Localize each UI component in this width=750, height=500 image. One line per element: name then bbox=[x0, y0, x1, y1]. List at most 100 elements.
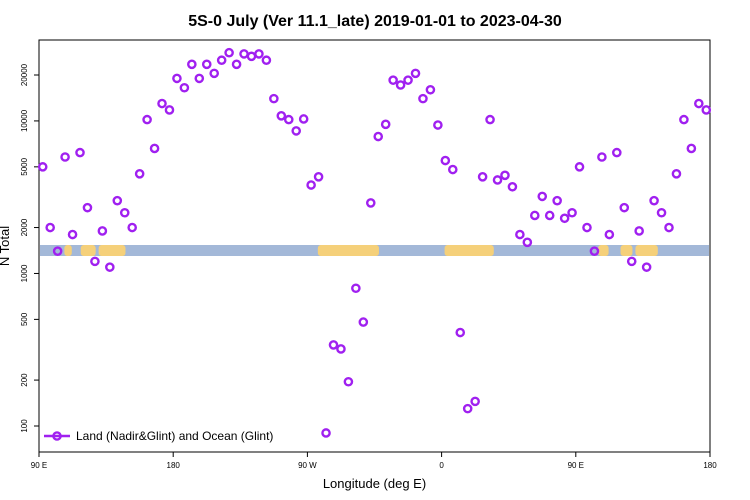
land-segment bbox=[80, 245, 96, 256]
data-point bbox=[537, 191, 548, 202]
data-point bbox=[634, 226, 644, 236]
data-point bbox=[82, 202, 93, 213]
data-point bbox=[343, 376, 354, 387]
land-segment bbox=[64, 245, 72, 256]
data-point bbox=[119, 207, 130, 218]
land-segment bbox=[317, 245, 379, 256]
land-segment bbox=[98, 245, 126, 256]
data-point bbox=[552, 195, 562, 206]
data-point bbox=[291, 126, 302, 136]
x-axis: 90 E 180 90 W 0 90 E 180 bbox=[31, 452, 717, 470]
data-point bbox=[179, 82, 190, 93]
data-point bbox=[582, 222, 592, 233]
chart-title: 5S-0 July (Ver 11.1_late) 2019-01-01 to … bbox=[188, 13, 562, 30]
data-point bbox=[328, 340, 339, 350]
data-point bbox=[641, 262, 652, 272]
data-point bbox=[567, 207, 577, 218]
data-point bbox=[306, 180, 316, 190]
data-point bbox=[664, 222, 674, 233]
x-tick-label: 90 E bbox=[31, 461, 47, 470]
data-point bbox=[60, 152, 70, 162]
data-point bbox=[694, 98, 704, 109]
data-point bbox=[574, 162, 585, 172]
y-tick-label: 200 bbox=[20, 373, 29, 387]
data-point bbox=[433, 120, 443, 130]
data-point bbox=[455, 327, 466, 338]
data-point bbox=[149, 143, 160, 154]
data-point bbox=[209, 68, 220, 79]
x-tick-label: 0 bbox=[439, 461, 444, 470]
data-point bbox=[276, 111, 287, 121]
data-point bbox=[626, 256, 637, 267]
data-point bbox=[201, 59, 212, 70]
x-tick-label: 180 bbox=[167, 461, 181, 470]
data-point bbox=[440, 155, 451, 166]
y-tick-label: 20000 bbox=[20, 63, 29, 86]
land-segment bbox=[620, 245, 633, 256]
data-point bbox=[321, 428, 331, 438]
land-segment bbox=[635, 245, 658, 256]
data-point bbox=[298, 114, 309, 124]
data-point bbox=[522, 237, 533, 248]
data-point bbox=[500, 170, 510, 181]
data-point bbox=[216, 55, 227, 66]
data-point bbox=[45, 222, 55, 233]
data-point bbox=[283, 114, 294, 125]
data-point bbox=[425, 84, 436, 95]
data-point bbox=[380, 119, 391, 130]
data-point bbox=[462, 403, 473, 414]
data-point bbox=[515, 229, 525, 240]
data-point bbox=[544, 210, 555, 221]
data-point bbox=[686, 143, 697, 154]
data-point bbox=[492, 175, 503, 185]
data-point bbox=[373, 131, 384, 142]
y-tick-label: 500 bbox=[20, 312, 29, 326]
plot-frame bbox=[38, 39, 711, 453]
data-point bbox=[597, 152, 607, 162]
data-point bbox=[254, 49, 264, 59]
data-point bbox=[477, 172, 488, 182]
x-tick-label: 90 E bbox=[568, 461, 584, 470]
data-point bbox=[410, 68, 421, 79]
data-point bbox=[90, 256, 100, 267]
data-point bbox=[157, 98, 167, 109]
data-point bbox=[679, 114, 689, 125]
data-point bbox=[403, 75, 413, 85]
data-point bbox=[507, 181, 518, 192]
y-tick-label: 1000 bbox=[20, 264, 29, 282]
data-point bbox=[470, 396, 480, 407]
x-axis-title: Longitude (deg E) bbox=[323, 476, 426, 491]
data-point bbox=[187, 59, 197, 70]
surface-strip bbox=[40, 245, 709, 256]
y-tick-label: 10000 bbox=[20, 109, 29, 132]
data-point bbox=[134, 169, 145, 179]
data-point bbox=[239, 49, 249, 59]
data-point bbox=[529, 210, 540, 221]
y-axis-title: N Total bbox=[0, 226, 12, 266]
data-point bbox=[313, 172, 324, 182]
data-point bbox=[604, 229, 615, 240]
data-point bbox=[164, 105, 175, 115]
data-point bbox=[351, 283, 361, 294]
data-point bbox=[97, 226, 108, 236]
data-point bbox=[671, 169, 682, 179]
data-point bbox=[589, 246, 600, 256]
data-point bbox=[231, 59, 242, 70]
x-tick-label: 180 bbox=[703, 461, 717, 470]
x-tick-label: 90 W bbox=[298, 461, 317, 470]
data-point bbox=[261, 55, 272, 66]
data-point bbox=[75, 147, 85, 158]
data-point bbox=[365, 198, 376, 208]
data-point bbox=[105, 262, 115, 272]
data-point bbox=[559, 213, 570, 224]
data-point bbox=[246, 51, 257, 62]
data-point bbox=[649, 195, 659, 206]
legend-marker-swatch bbox=[52, 431, 62, 441]
data-point bbox=[388, 75, 398, 85]
legend: Land (Nadir&Glint) and Ocean (Glint) bbox=[44, 429, 273, 443]
data-point bbox=[447, 164, 458, 175]
land-segment bbox=[598, 245, 609, 256]
data-point bbox=[37, 162, 48, 172]
data-point bbox=[269, 93, 279, 104]
data-point bbox=[358, 317, 369, 327]
